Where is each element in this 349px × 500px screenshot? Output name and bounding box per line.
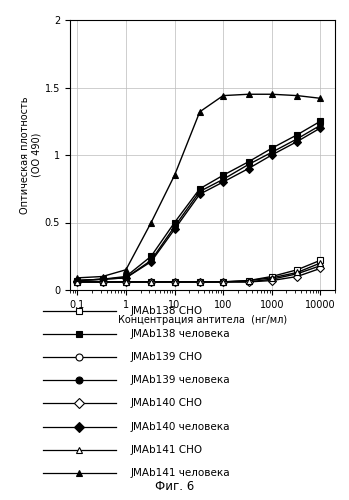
Text: JMAb140 человека: JMAb140 человека [131,422,230,432]
Text: JMAb141 CHO: JMAb141 CHO [131,444,203,454]
Text: JMAb138 человека: JMAb138 человека [131,329,230,339]
Text: JMAb139 человека: JMAb139 человека [131,375,230,385]
Text: Фиг. 6: Фиг. 6 [155,480,194,492]
X-axis label: Концентрация антитела  (нг/мл): Концентрация антитела (нг/мл) [118,316,287,326]
Text: JMAb139 CHO: JMAb139 CHO [131,352,203,362]
Text: JMAb141 человека: JMAb141 человека [131,468,230,478]
Y-axis label: Оптическая плотность
(ОО 490): Оптическая плотность (ОО 490) [20,96,42,214]
Text: JMAb140 CHO: JMAb140 CHO [131,398,202,408]
Text: JMAb138 CHO: JMAb138 CHO [131,306,203,316]
